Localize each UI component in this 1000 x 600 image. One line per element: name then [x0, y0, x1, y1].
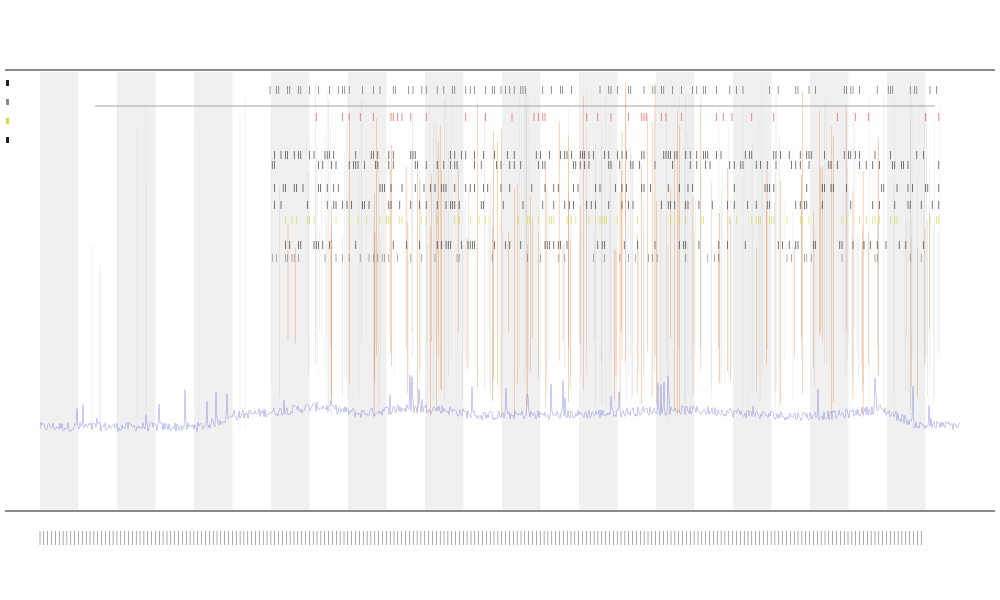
band-11	[887, 72, 926, 510]
band-7	[579, 72, 618, 510]
legend-swatch-0	[6, 80, 9, 86]
band-8	[656, 72, 695, 510]
legend-swatch-1	[6, 99, 9, 105]
legend	[6, 80, 9, 143]
band-4	[348, 72, 387, 510]
band-0	[40, 72, 79, 510]
band-3	[271, 72, 310, 510]
band-2	[194, 72, 233, 510]
band-6	[502, 72, 541, 510]
signal-trace	[39, 375, 961, 432]
legend-swatch-2	[6, 118, 9, 124]
event-markers	[269, 86, 940, 262]
legend-swatch-3	[6, 137, 9, 143]
spike-lines	[92, 80, 941, 430]
series-trace	[39, 375, 961, 432]
x-tick-labels	[39, 531, 922, 545]
band-1	[117, 72, 156, 510]
